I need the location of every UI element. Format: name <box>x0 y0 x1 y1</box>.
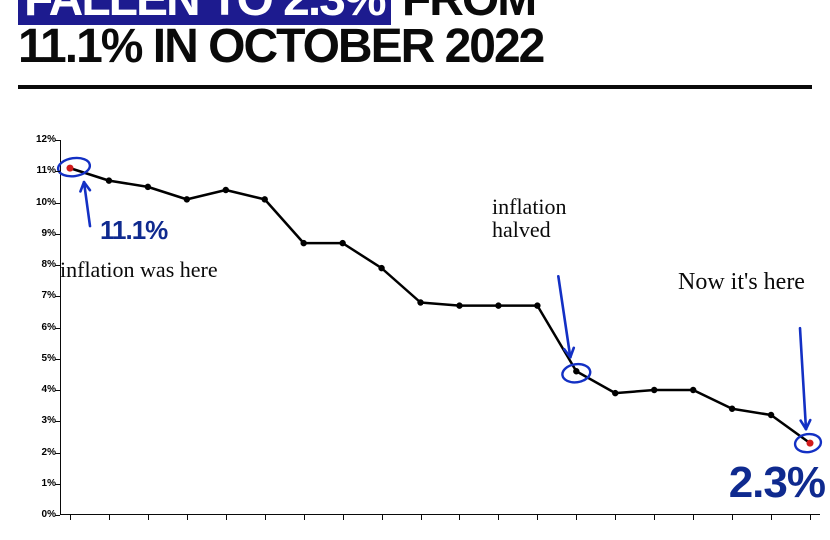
y-tick-mark <box>55 234 60 235</box>
x-tick-mark <box>693 515 694 520</box>
y-tick-label: 11% <box>30 165 56 176</box>
x-tick-mark <box>498 515 499 520</box>
x-tick-mark <box>537 515 538 520</box>
y-tick-mark <box>55 328 60 329</box>
y-tick-label: 2% <box>30 447 56 458</box>
y-tick-mark <box>55 203 60 204</box>
plot-area: 11.1% inflation was here inflation halve… <box>60 140 820 515</box>
headline-line2: 11.1% IN OCTOBER 2022 <box>18 25 812 68</box>
y-tick-label: 3% <box>30 415 56 426</box>
x-tick-mark <box>615 515 616 520</box>
x-tick-mark <box>421 515 422 520</box>
x-tick-mark <box>382 515 383 520</box>
y-tick-label: 7% <box>30 290 56 301</box>
y-tick-label: 5% <box>30 353 56 364</box>
x-tick-mark <box>304 515 305 520</box>
line-series <box>60 140 820 515</box>
x-tick-mark <box>732 515 733 520</box>
x-tick-mark <box>459 515 460 520</box>
y-tick-mark <box>55 484 60 485</box>
y-tick-label: 1% <box>30 478 56 489</box>
divider <box>18 85 812 89</box>
x-tick-mark <box>148 515 149 520</box>
x-tick-mark <box>265 515 266 520</box>
y-tick-mark <box>55 421 60 422</box>
x-tick-mark <box>70 515 71 520</box>
y-tick-mark <box>55 296 60 297</box>
y-tick-mark <box>55 390 60 391</box>
y-tick-mark <box>55 140 60 141</box>
end-value-label: 2.3% <box>729 458 825 508</box>
y-tick-label: 4% <box>30 384 56 395</box>
y-tick-label: 0% <box>30 509 56 520</box>
y-tick-mark <box>55 453 60 454</box>
x-tick-mark <box>576 515 577 520</box>
x-tick-mark <box>226 515 227 520</box>
y-tick-mark <box>55 265 60 266</box>
start-value-label: 11.1% <box>100 215 167 246</box>
y-tick-label: 12% <box>30 134 56 145</box>
y-tick-label: 8% <box>30 259 56 270</box>
x-tick-mark <box>771 515 772 520</box>
halved-annotation-text: inflation halved <box>492 195 612 241</box>
inflation-chart: ANNUAL RATE OF CPI INFLATION 11.1% infla… <box>0 130 820 530</box>
start-annotation-text: inflation was here <box>60 258 260 281</box>
x-tick-mark <box>343 515 344 520</box>
y-tick-mark <box>55 515 60 516</box>
y-tick-label: 10% <box>30 197 56 208</box>
x-tick-mark <box>810 515 811 520</box>
end-annotation-text: Now it's here <box>678 270 828 295</box>
y-tick-mark <box>55 359 60 360</box>
x-tick-mark <box>187 515 188 520</box>
x-tick-mark <box>109 515 110 520</box>
x-tick-mark <box>654 515 655 520</box>
y-tick-label: 6% <box>30 322 56 333</box>
headline: FALLEN TO 2.3% FROM 11.1% IN OCTOBER 202… <box>18 0 812 68</box>
y-tick-mark <box>55 171 60 172</box>
y-tick-label: 9% <box>30 228 56 239</box>
